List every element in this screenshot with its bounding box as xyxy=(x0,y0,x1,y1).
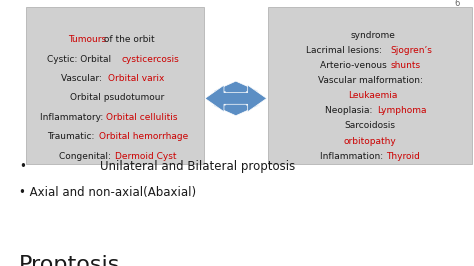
Text: orbitopathy: orbitopathy xyxy=(344,136,397,146)
Text: Lymphoma: Lymphoma xyxy=(377,106,426,115)
Text: Orbital cellulitis: Orbital cellulitis xyxy=(106,113,177,122)
Text: Orbital psudotumour: Orbital psudotumour xyxy=(70,93,164,102)
Polygon shape xyxy=(205,85,266,112)
Text: Traumatic:: Traumatic: xyxy=(47,132,97,141)
Text: shunts: shunts xyxy=(391,61,421,70)
Text: Vascular:: Vascular: xyxy=(61,74,105,83)
Text: Unilateral and Bilateral proptosis: Unilateral and Bilateral proptosis xyxy=(100,160,295,173)
Text: of the orbit: of the orbit xyxy=(101,35,155,44)
FancyBboxPatch shape xyxy=(268,7,472,164)
Text: Leukaemia: Leukaemia xyxy=(348,91,398,100)
Text: Orbital varix: Orbital varix xyxy=(108,74,164,83)
Text: Orbital hemorrhage: Orbital hemorrhage xyxy=(99,132,188,141)
Text: Neoplasia:: Neoplasia: xyxy=(325,106,375,115)
Text: • Axial and non-axial(Abaxial): • Axial and non-axial(Abaxial) xyxy=(19,186,196,199)
Text: cysticercosis: cysticercosis xyxy=(122,55,180,64)
Polygon shape xyxy=(212,81,259,116)
Text: Inflammation:: Inflammation: xyxy=(320,152,386,161)
Text: Tumours: Tumours xyxy=(68,35,106,44)
Text: •: • xyxy=(19,160,26,173)
Text: 6: 6 xyxy=(455,0,460,8)
Text: Dermoid Cyst: Dermoid Cyst xyxy=(115,152,176,161)
Text: Cystic: Orbital: Cystic: Orbital xyxy=(47,55,114,64)
Text: Sjogren’s: Sjogren’s xyxy=(391,46,433,55)
Text: syndrome: syndrome xyxy=(351,31,396,40)
FancyBboxPatch shape xyxy=(26,7,204,164)
Text: Congenital:: Congenital: xyxy=(59,152,113,161)
Text: Thyroid: Thyroid xyxy=(386,152,420,161)
Text: Arterio-venous: Arterio-venous xyxy=(320,61,390,70)
Text: Vascular malformation:: Vascular malformation: xyxy=(318,76,423,85)
Text: Lacrimal lesions:: Lacrimal lesions: xyxy=(306,46,385,55)
Text: Inflammatory:: Inflammatory: xyxy=(40,113,106,122)
Text: Sarcoidosis: Sarcoidosis xyxy=(344,122,395,131)
Text: Proptosis: Proptosis xyxy=(19,255,120,266)
